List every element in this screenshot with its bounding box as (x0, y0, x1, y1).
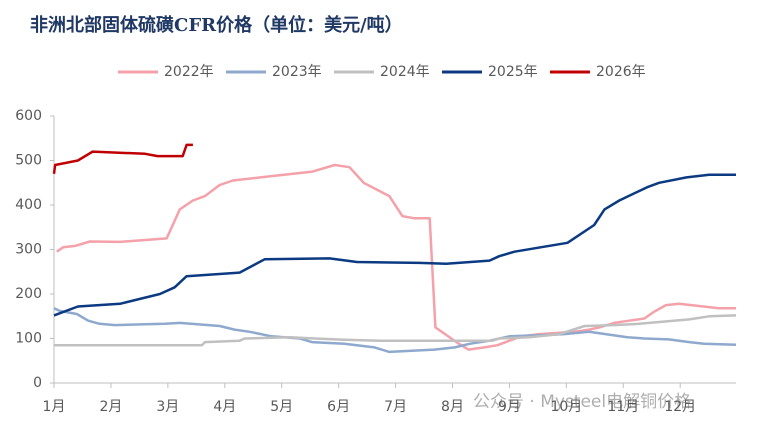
x-tick-label: 4月 (213, 399, 236, 415)
legend-label: 2025年 (488, 64, 538, 80)
legend-label: 2024年 (380, 64, 430, 80)
y-tick-label: 400 (15, 197, 42, 213)
y-tick-label: 200 (15, 286, 42, 302)
y-tick-label: 300 (15, 242, 42, 258)
chart-title: 非洲北部固体硫磺CFR价格（单位：美元/吨） (30, 14, 403, 36)
x-tick-label: 12月 (664, 399, 696, 415)
legend-label: 2022年 (164, 64, 214, 80)
series-line (54, 314, 737, 347)
y-tick-label: 500 (15, 153, 42, 169)
series-line (53, 173, 736, 317)
legend-label: 2023年 (272, 64, 322, 80)
y-tick-label: 100 (15, 331, 42, 347)
x-tick-label: 7月 (384, 399, 407, 415)
series-line (52, 143, 193, 174)
x-tick-label: 9月 (498, 399, 521, 415)
x-tick-label: 3月 (156, 399, 179, 415)
series-line (56, 163, 736, 351)
x-tick-label: 10月 (550, 399, 582, 415)
x-tick-label: 2月 (99, 399, 122, 415)
x-tick-label: 1月 (43, 399, 66, 415)
series-line (53, 307, 737, 354)
y-tick-label: 600 (15, 108, 42, 124)
x-tick-label: 8月 (441, 399, 464, 415)
y-tick-label: 0 (33, 375, 42, 391)
legend-label: 2026年 (596, 64, 646, 80)
x-tick-label: 11月 (607, 399, 639, 415)
x-tick-label: 6月 (327, 399, 350, 415)
watermark: 公众号 · Mysteel电解铜价格 (473, 392, 691, 412)
x-tick-label: 5月 (270, 399, 293, 415)
